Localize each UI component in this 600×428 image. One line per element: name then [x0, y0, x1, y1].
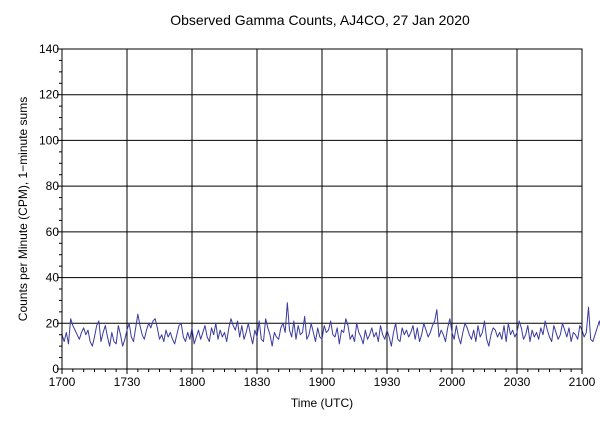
- x-tick-label: 1930: [374, 375, 401, 389]
- x-tick-label: 1830: [244, 375, 271, 389]
- x-tick-label: 2030: [504, 375, 531, 389]
- x-tick-label: 1700: [49, 375, 76, 389]
- y-tick-label: 100: [39, 133, 59, 147]
- x-tick-label: 1730: [114, 375, 141, 389]
- y-tick-label: 0: [52, 362, 59, 376]
- x-tick-label: 2000: [439, 375, 466, 389]
- y-tick-label: 60: [46, 225, 60, 239]
- series-line: [61, 302, 600, 347]
- x-tick-label: 1900: [309, 375, 336, 389]
- y-tick-label: 120: [39, 88, 59, 102]
- y-tick-label: 80: [46, 179, 60, 193]
- grid: [62, 49, 582, 369]
- x-tick-label: 2100: [569, 375, 596, 389]
- y-axis-label: Counts per Minute (CPM), 1−minute sums: [16, 97, 30, 321]
- chart-title: Observed Gamma Counts, AJ4CO, 27 Jan 202…: [170, 12, 470, 28]
- y-tick-label: 140: [39, 42, 59, 56]
- x-tick-label: 1800: [179, 375, 206, 389]
- y-tick-label: 20: [46, 316, 60, 330]
- x-axis-label: Time (UTC): [291, 396, 353, 410]
- y-tick-labels: 0 20 40 60 80 100 120 140: [39, 42, 59, 376]
- plot-frame: [61, 48, 583, 370]
- y-tick-label: 40: [46, 271, 60, 285]
- x-tick-labels: 1700 1730 1800 1830 1900 1930 2000 2030 2100: [49, 375, 596, 389]
